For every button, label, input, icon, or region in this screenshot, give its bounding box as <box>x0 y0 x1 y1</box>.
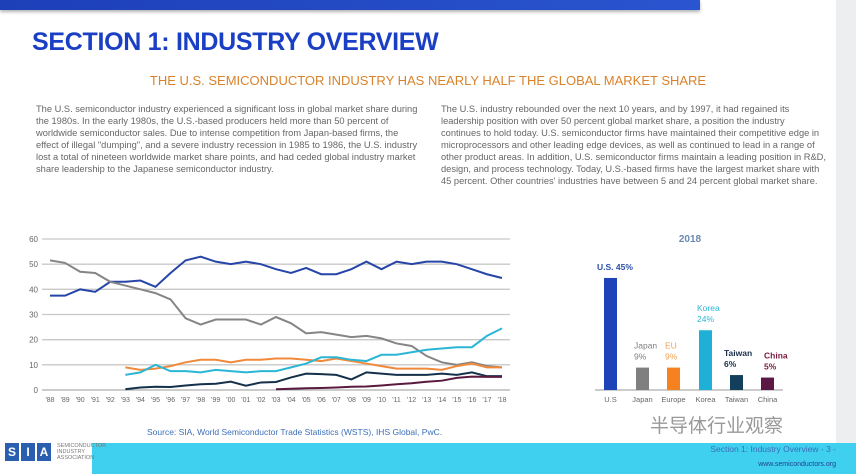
bar-data-label: 24% <box>697 314 714 324</box>
x-tick-label: '99 <box>211 397 220 404</box>
y-tick-label: 40 <box>29 285 38 294</box>
bar-data-label: EU <box>665 341 677 351</box>
x-tick-label: '13 <box>422 397 431 404</box>
sia-logo: S I A SEMICONDUCTOR INDUSTRY ASSOCIATION <box>5 443 106 461</box>
x-tick-label: '96 <box>166 397 175 404</box>
x-tick-label: '02 <box>256 397 265 404</box>
bar-category-label: U.S <box>604 395 617 404</box>
website-link[interactable]: www.semiconductors.org <box>758 461 836 468</box>
footer-band <box>92 443 856 474</box>
bar-china <box>761 377 774 390</box>
bar-category-label: China <box>758 395 778 404</box>
bar-data-label: 5% <box>764 362 777 372</box>
source-note: Source: SIA, World Semiconductor Trade S… <box>147 427 443 437</box>
bar-taiwan <box>730 375 743 390</box>
x-tick-label: '91 <box>91 397 100 404</box>
x-tick-label: '03 <box>271 397 280 404</box>
x-tick-label: '15 <box>452 397 461 404</box>
series-line-1 <box>49 259 503 369</box>
logo-letter: A <box>37 443 51 461</box>
series-line-3 <box>125 327 503 376</box>
bar-data-label: China <box>764 351 788 361</box>
x-tick-label: '16 <box>467 397 476 404</box>
series-line-0 <box>50 255 503 297</box>
x-tick-label: '90 <box>76 397 85 404</box>
y-tick-label: 0 <box>34 386 39 395</box>
bar-category-label: Europe <box>661 395 685 404</box>
bar-us <box>604 277 617 390</box>
top-bar <box>0 0 700 10</box>
bar-data-label: Japan <box>634 341 657 351</box>
bar-korea <box>699 330 712 390</box>
x-tick-label: '00 <box>226 397 235 404</box>
logo-letter: S <box>5 443 19 461</box>
bar-europe <box>667 367 680 390</box>
slide-edge <box>836 0 856 474</box>
watermark: 半导体行业观察 <box>650 416 784 437</box>
x-tick-label: '97 <box>181 397 190 404</box>
left-paragraph: The U.S. semiconductor industry experien… <box>36 104 418 174</box>
bar-data-label: Korea <box>697 303 720 313</box>
x-tick-label: '07 <box>332 397 341 404</box>
x-tick-label: '88 <box>45 397 54 404</box>
x-tick-label: '92 <box>106 397 115 404</box>
y-tick-label: 60 <box>29 235 38 244</box>
y-tick-label: 20 <box>29 336 38 345</box>
bar-japan <box>636 367 649 390</box>
x-tick-label: '89 <box>61 397 70 404</box>
x-tick-label: '14 <box>437 397 446 404</box>
x-tick-label: '10 <box>377 397 386 404</box>
x-tick-label: '05 <box>302 397 311 404</box>
bar-data-label: 6% <box>724 359 737 369</box>
bar-data-label: 9% <box>634 352 647 362</box>
x-tick-label: '04 <box>287 397 296 404</box>
series-line-4 <box>125 371 502 391</box>
x-tick-label: '11 <box>392 397 401 404</box>
series-line-5 <box>275 375 502 391</box>
x-tick-label: '08 <box>347 397 356 404</box>
logo-text-line: SEMICONDUCTOR <box>57 443 107 449</box>
bar-category-label: Taiwan <box>725 395 748 404</box>
logo-text: SEMICONDUCTOR INDUSTRY ASSOCIATION <box>57 443 106 461</box>
x-tick-label: '98 <box>196 397 205 404</box>
x-tick-label: '17 <box>482 397 491 404</box>
section-page-label: Section 1: Industry Overview - 3 - <box>710 444 836 454</box>
bar-category-label: Korea <box>695 395 716 404</box>
page-title: SECTION 1: INDUSTRY OVERVIEW <box>32 28 439 56</box>
x-tick-label: '09 <box>362 397 371 404</box>
logo-text-line: ASSOCIATION <box>57 455 95 461</box>
x-tick-label: '94 <box>136 397 145 404</box>
x-tick-label: '12 <box>407 397 416 404</box>
logo-text-line: INDUSTRY <box>57 449 86 455</box>
logo-letter: I <box>21 443 35 461</box>
right-paragraph: The U.S. industry rebounded over the nex… <box>441 104 826 186</box>
bar-category-label: Japan <box>632 395 652 404</box>
bar-data-label: Taiwan <box>724 348 752 358</box>
y-tick-label: 30 <box>29 311 38 320</box>
bar-data-label: 9% <box>665 352 678 362</box>
x-tick-label: '95 <box>151 397 160 404</box>
x-tick-label: '01 <box>241 397 250 404</box>
page-subtitle: THE U.S. SEMICONDUCTOR INDUSTRY HAS NEAR… <box>149 73 707 88</box>
x-tick-label: '06 <box>317 397 326 404</box>
bar-chart-title: 2018 <box>679 234 702 245</box>
y-tick-label: 10 <box>29 361 38 370</box>
x-tick-label: '18 <box>497 397 506 404</box>
y-tick-label: 50 <box>29 260 38 269</box>
x-tick-label: '93 <box>121 397 130 404</box>
bar-data-label: U.S. 45% <box>597 262 633 272</box>
